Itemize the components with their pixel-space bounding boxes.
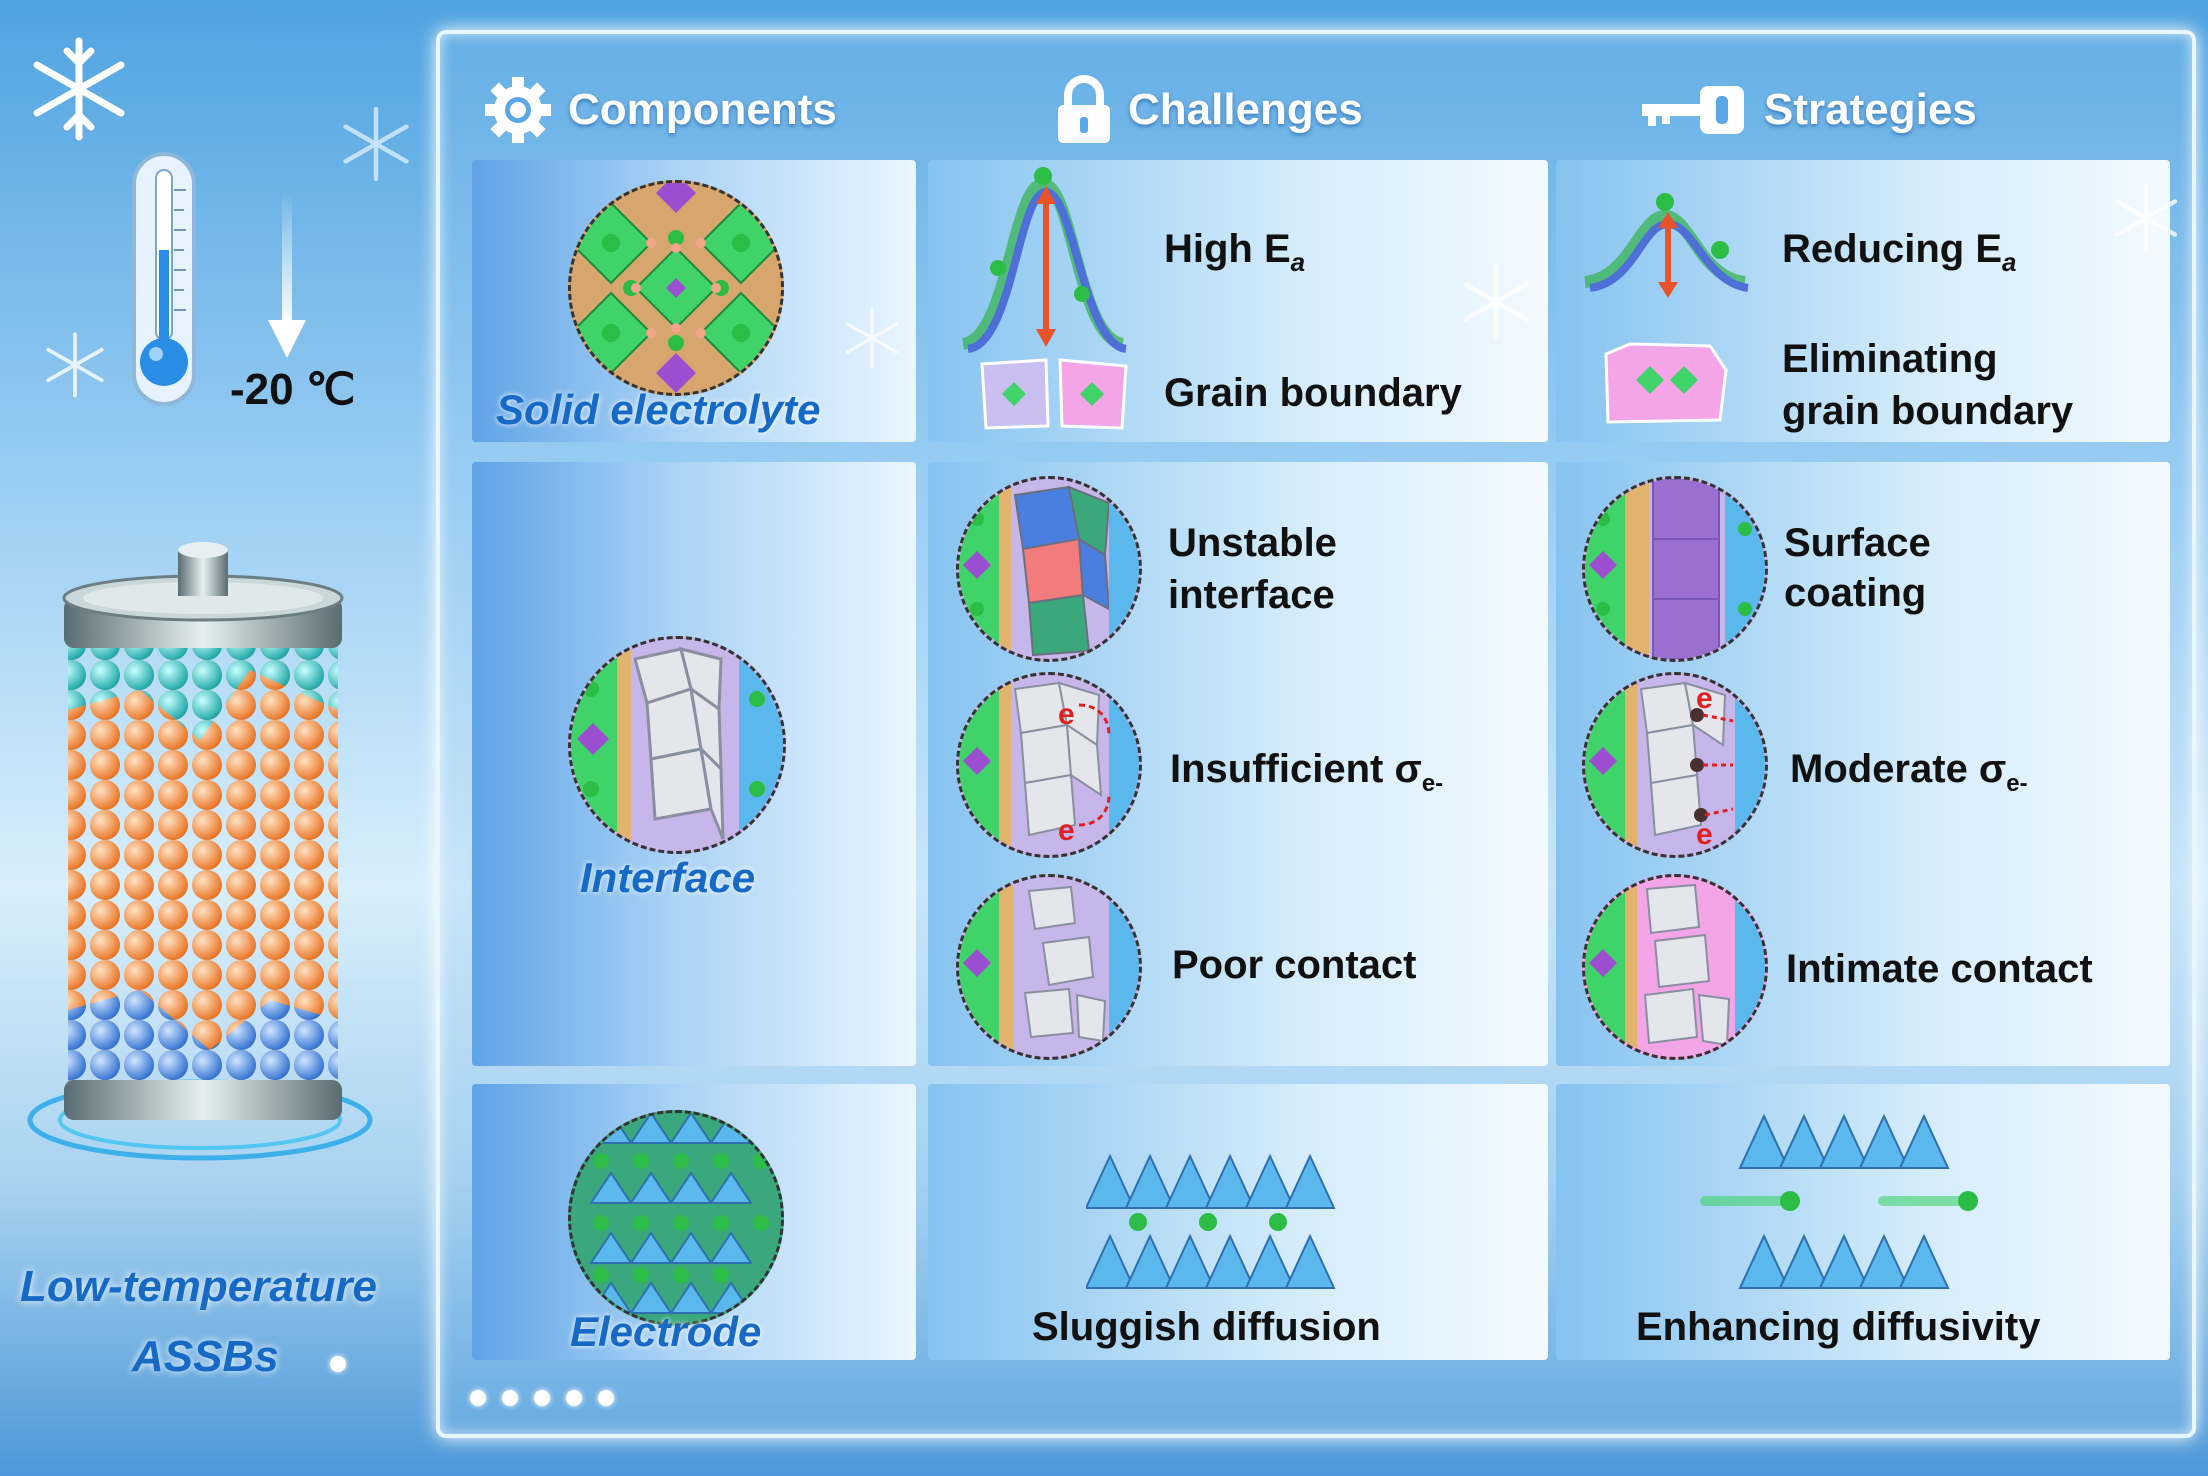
strategy-moderate-sigma: Moderate σe- [1790,744,2028,809]
electron-label-strategy-bottom: e [1696,818,1713,851]
header-components: Components [484,77,837,143]
strategy-reducing-ea: Reducing Ea [1782,224,2017,287]
challenge-high-ea-text: High E [1164,227,1291,271]
energy-barrier-low-diagram [1583,193,1749,298]
challenge-unstable-line1: Unstable [1168,521,1337,565]
title-accent-dot [330,1356,346,1372]
challenge-high-ea-subscript: a [1290,247,1306,277]
category-solid-electrolyte: Solid electrolyte [496,386,821,433]
thermometer-icon [132,152,196,406]
pager-dot [502,1390,518,1406]
pager-dot [534,1390,550,1406]
category-interface: Interface [580,854,756,901]
snowflake-icon [33,37,125,141]
unstable-interface-circle [956,476,1142,662]
header-strategies-label: Strategies [1764,85,1977,134]
snowflake-icon [46,332,104,398]
snowflake-icon [845,308,899,368]
header-challenges-label: Challenges [1128,85,1363,134]
electron-label-bottom: e [1058,814,1075,847]
key-icon [1642,86,1744,134]
challenge-sluggish-diffusion: Sluggish diffusion [1032,1305,1381,1349]
challenge-high-ea: High Ea [1164,224,1305,287]
energy-barrier-high-diagram [961,167,1128,353]
electron-label-top: e [1058,698,1075,731]
temperature-label: -20 ℃ [230,365,356,414]
poor-contact-circle [956,874,1142,1060]
electron-label-strategy-top: e [1696,682,1713,715]
enhancing-diffusivity-diagram [1700,1113,1978,1289]
strategy-moderate-sigma-subscript: e- [2006,770,2028,797]
strategy-enhancing-diffusivity: Enhancing diffusivity [1636,1305,2041,1349]
strategy-surface-line2: coating [1784,571,1927,615]
intimate-contact-circle [1582,874,1768,1060]
battery-illustration [27,542,373,1161]
panel-electrode-challenges [928,1084,1548,1360]
strategy-moderate-sigma-text: Moderate σ [1790,747,2007,791]
insufficient-sigma-circle [956,672,1142,858]
challenge-insufficient-sigma: Insufficient σe- [1170,744,1443,809]
header-strategies: Strategies [1638,80,1977,140]
main-title-line1: Low-temperature [20,1262,377,1311]
strategy-reducing-ea-text: Reducing E [1782,227,2003,271]
strategy-eliminating-line1: Eliminating [1782,337,1998,381]
sluggish-diffusion-diagram [1086,1153,1336,1289]
strategy-eliminating-line2: grain boundary [1782,389,2074,433]
challenge-poor-contact: Poor contact [1172,943,1417,987]
snowflake-icon [1463,264,1529,340]
strategy-reducing-ea-subscript: a [2002,247,2017,277]
panel-electrode-strategies [1556,1084,2170,1360]
challenge-insufficient-sigma-text: Insufficient σ [1170,747,1422,791]
eliminating-grain-boundary-icon [1604,342,1728,424]
header-challenges: Challenges [1056,75,1363,143]
strategy-intimate-contact: Intimate contact [1786,947,2093,991]
challenge-insufficient-sigma-subscript: e- [1421,770,1444,797]
category-electrode: Electrode [570,1308,762,1355]
main-title-line2: ASSBs [132,1332,279,1381]
snowflake-icon [343,106,409,182]
challenge-unstable-line2: interface [1168,573,1335,617]
pager-dot [566,1390,582,1406]
snowflake-icon [2114,182,2178,254]
solid-electrolyte-structure-circle [568,180,784,396]
interface-structure-circle [568,636,786,854]
pager-dot [470,1390,486,1406]
gear-icon [485,77,551,143]
lock-icon [1058,75,1110,143]
moderate-sigma-circle [1582,672,1768,858]
grain-boundary-challenge-icon [980,358,1128,430]
down-arrow-icon [268,190,306,358]
surface-coating-circle [1582,476,1768,662]
challenge-grain-boundary: Grain boundary [1164,371,1462,415]
header-components-label: Components [568,85,837,134]
pager-dot [598,1390,614,1406]
electrode-structure-circle [568,1110,784,1326]
strategy-surface-line1: Surface [1784,521,1931,565]
